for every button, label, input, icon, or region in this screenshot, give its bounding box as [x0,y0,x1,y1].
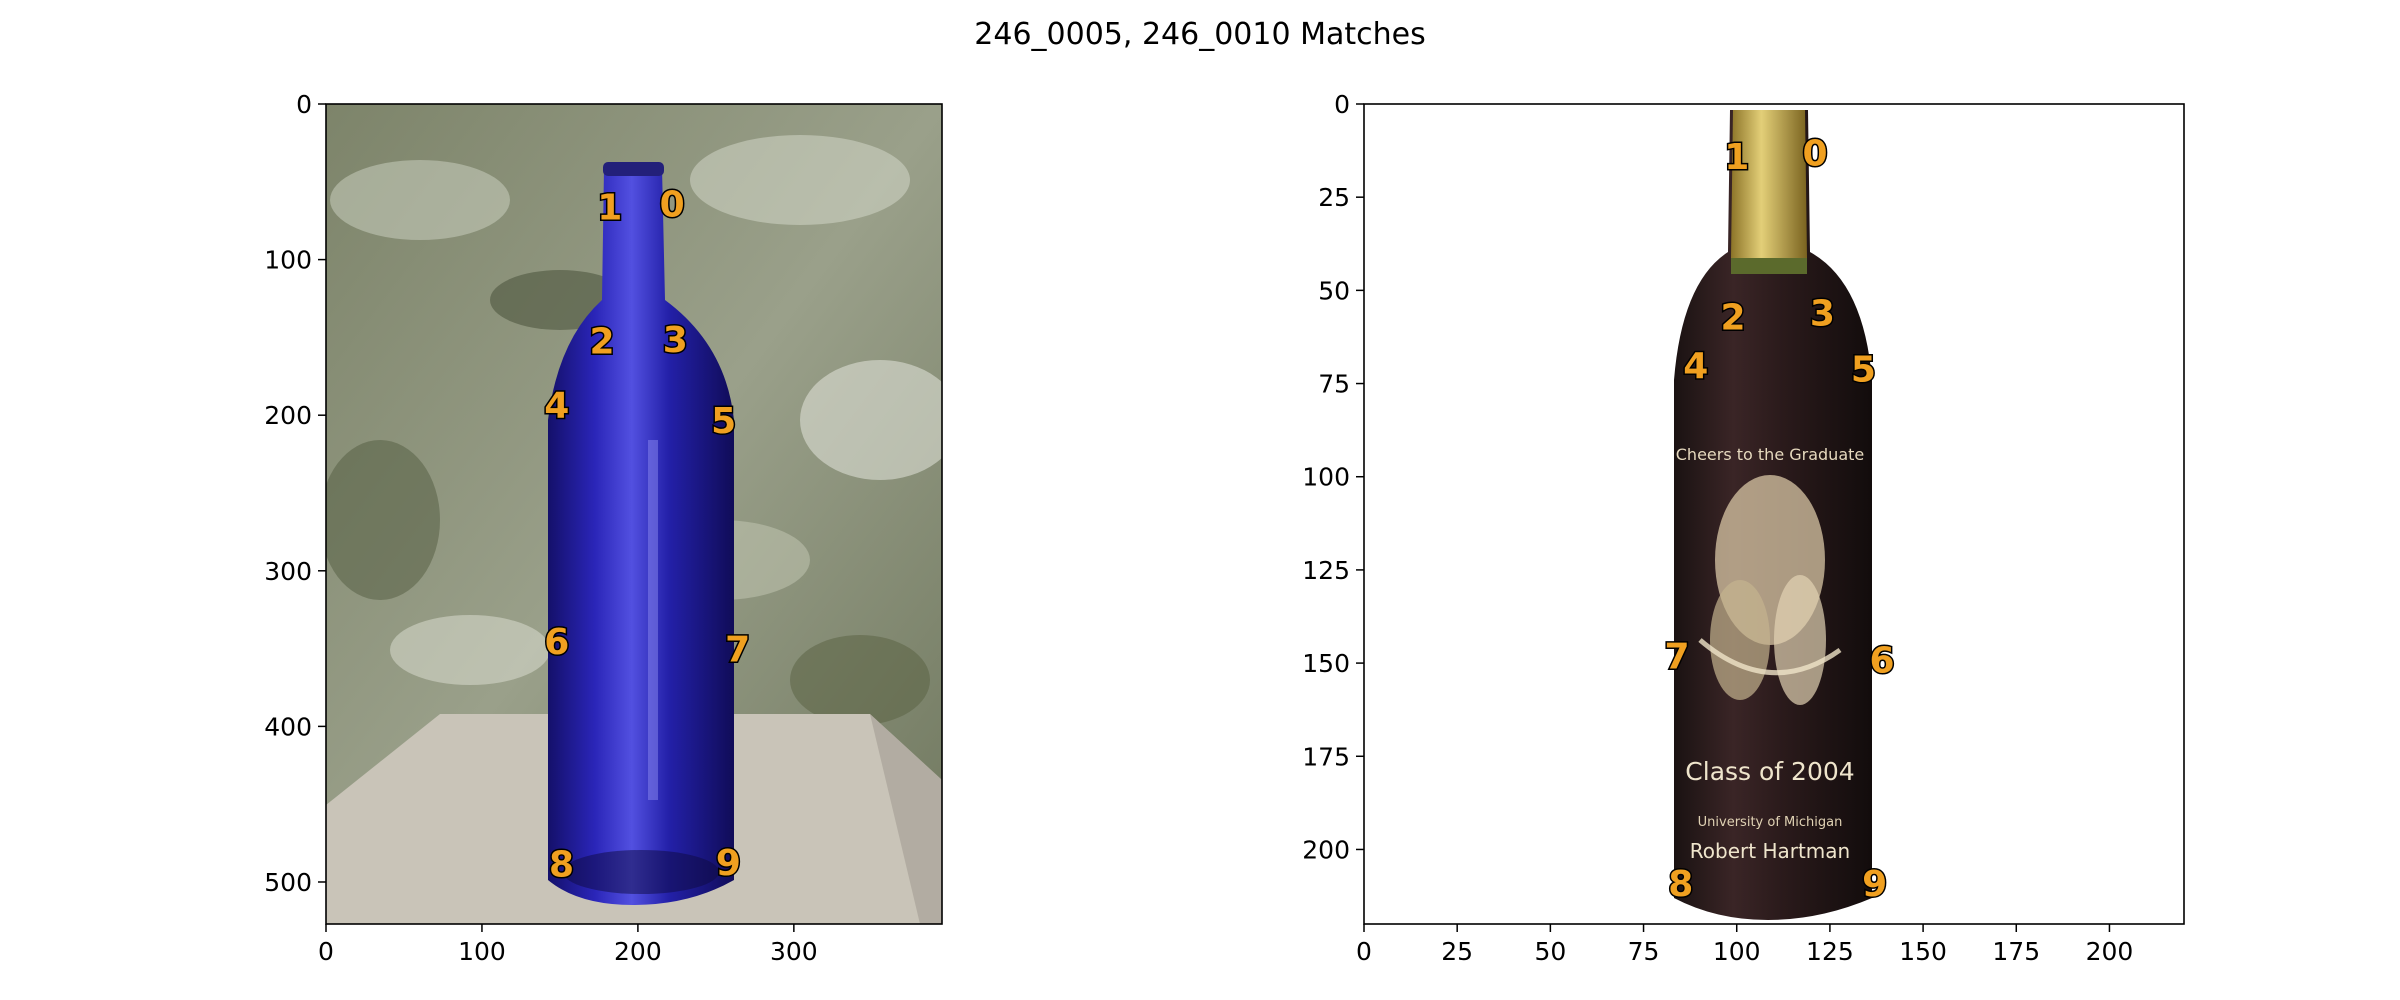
right-xtick-label: 200 [2086,937,2134,966]
right-ytick-label: 150 [1302,649,1350,678]
left-ytick-label: 100 [264,246,312,275]
right-ytick-label: 100 [1302,463,1350,492]
right-xtick-label: 150 [1899,937,1947,966]
left-xtick-label: 200 [614,937,662,966]
right-xtick-label: 0 [1356,937,1372,966]
right-ytick-label: 50 [1318,276,1350,305]
right-ytick-label: 125 [1302,556,1350,585]
label-line-4: Robert Hartman [1690,839,1850,863]
right-xtick-label: 175 [1992,937,2040,966]
right-ytick-label: 200 [1302,835,1350,864]
right-keypoint-8: 8 [1668,864,1693,905]
right-keypoint-4: 4 [1683,346,1708,387]
left-ytick-label: 200 [264,401,312,430]
right-photo: Cheers to the Graduate Class of 2004 Uni… [1364,104,2184,924]
left-keypoint-1: 1 [597,188,622,229]
label-line-3: University of Michigan [1698,815,1843,830]
left-keypoint-5: 5 [711,401,736,442]
left-ytick-label: 400 [264,712,312,741]
left-keypoint-7: 7 [725,630,750,671]
right-ytick-label: 175 [1302,742,1350,771]
right-keypoint-1: 1 [1724,137,1749,178]
right-xtick-label: 75 [1628,937,1660,966]
left-keypoint-0: 0 [660,185,685,226]
right-keypoint-3: 3 [1810,294,1835,335]
right-ytick-label: 75 [1318,370,1350,399]
figure-title: 246_0005, 246_0010 Matches [974,17,1425,52]
right-keypoint-0: 0 [1802,133,1827,174]
left-photo [326,104,942,924]
right-xtick-label: 100 [1713,937,1761,966]
left-xtick-label: 300 [770,937,818,966]
right-xtick-label: 50 [1534,937,1566,966]
right-xtick-label: 125 [1806,937,1854,966]
right-keypoints: 0 1 2 3 4 5 6 7 8 9 [1663,132,1896,907]
right-keypoint-6: 6 [1870,640,1895,681]
left-keypoints: 01 2 3 4 5 6 7 8 9 [543,183,752,887]
left-keypoint-4: 4 [544,385,569,426]
right-xtick-label: 25 [1441,937,1473,966]
right-ytick-label: 25 [1318,183,1350,212]
right-axes-frame [1363,103,2185,925]
right-keypoint-9: 9 [1862,864,1887,905]
left-keypoint-9: 9 [716,843,741,884]
left-keypoint-6: 6 [544,622,569,663]
left-xtick-label: 100 [458,937,506,966]
subplot-right: Cheers to the Graduate Class of 2004 Uni… [1302,90,2185,966]
right-ytick-label: 0 [1334,90,1350,119]
left-ytick-label: 0 [296,90,312,119]
right-keypoint-5: 5 [1851,350,1876,391]
right-ticks: 0 25 50 75 100 125 150 175 200025507510012515017… [1302,90,2133,966]
left-keypoint-8: 8 [549,844,574,885]
left-ticks: 0 100 200 300 0 100 200 300 400 500 [264,90,817,966]
left-xtick-label: 0 [318,937,334,966]
right-keypoint-2: 2 [1720,297,1745,338]
label-line-1: Cheers to the Graduate [1676,445,1865,464]
left-ytick-label: 300 [264,557,312,586]
left-keypoint-3: 3 [663,320,688,361]
left-ytick-label: 500 [264,868,312,897]
label-line-2: Class of 2004 [1685,757,1854,786]
left-axes-frame [325,103,943,925]
left-keypoint-2: 2 [589,322,614,363]
right-keypoint-7: 7 [1665,637,1690,678]
